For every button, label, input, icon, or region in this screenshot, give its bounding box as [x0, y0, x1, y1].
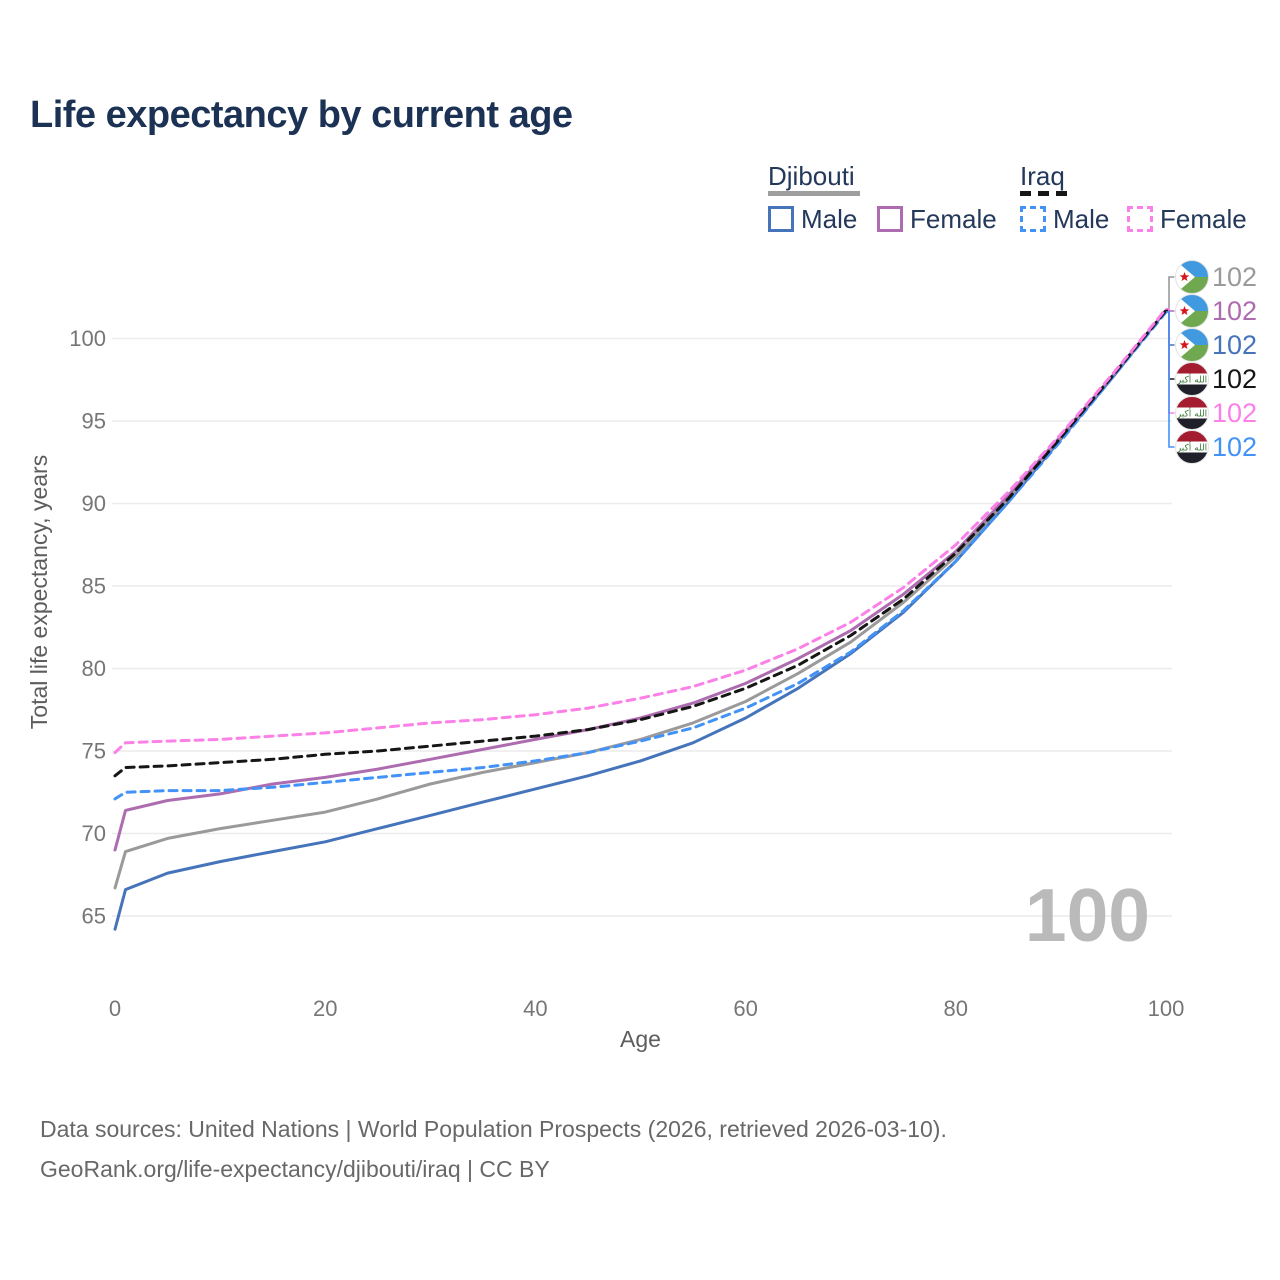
x-tick-100: 100: [1148, 996, 1185, 1021]
footer-attribution: GeoRank.org/life-expectancy/djibouti/ira…: [40, 1156, 550, 1182]
flag-ring: [1175, 294, 1209, 328]
svg-text:الله أكبر: الله أكبر: [1176, 374, 1207, 386]
legend-swatch-iraq-female[interactable]: [1127, 206, 1153, 232]
series-line-iraq-male: [113, 310, 1168, 801]
x-tick-40: 40: [523, 996, 547, 1021]
end-label-value-djibouti-female: 102: [1212, 296, 1257, 326]
djibouti-flag-icon: [1175, 294, 1209, 328]
legend-swatch-djibouti-female[interactable]: [877, 206, 903, 232]
x-tick-0: 0: [109, 996, 121, 1021]
end-label-connector-djibouti-male: [1166, 309, 1175, 346]
y-tick-70: 70: [82, 821, 106, 846]
flag-ring: [1175, 260, 1209, 294]
y-axis-title: Total life expectancy, years: [26, 455, 52, 729]
x-tick-80: 80: [944, 996, 968, 1021]
legend-key-iraq-all[interactable]: [1020, 191, 1067, 196]
legend-swatch-iraq-male[interactable]: [1020, 206, 1046, 232]
footer-data-sources: Data sources: United Nations | World Pop…: [40, 1116, 947, 1142]
y-tick-90: 90: [82, 491, 106, 516]
end-label-value-iraq-male: 102: [1212, 432, 1257, 462]
end-label-connector-djibouti-all: [1166, 276, 1175, 312]
flag-ring: [1175, 396, 1209, 430]
series-line-djibouti-female: [113, 308, 1168, 852]
end-label-connector-iraq-male: [1166, 311, 1175, 448]
legend-swatch-djibouti-male[interactable]: [768, 206, 794, 232]
svg-text:الله أكبر: الله أكبر: [1176, 442, 1207, 454]
iraq-flag-icon: الله أكبر: [1175, 396, 1209, 430]
flag-ring: [1175, 328, 1209, 362]
djibouti-flag-icon: [1175, 328, 1209, 362]
page-title: Life expectancy by current age: [30, 94, 573, 136]
legend-label-iraq-female[interactable]: Female: [1160, 204, 1247, 234]
legend-group-iraq-label[interactable]: Iraq: [1020, 161, 1065, 191]
end-label-value-djibouti-all: 102: [1212, 262, 1257, 292]
iraq-flag-icon: الله أكبر: [1175, 430, 1209, 464]
end-label-value-iraq-all: 102: [1212, 364, 1257, 394]
y-tick-100: 100: [69, 326, 106, 351]
y-tick-65: 65: [82, 904, 106, 929]
end-label-value-djibouti-male: 102: [1212, 330, 1257, 360]
legend-group-djibouti-label[interactable]: Djibouti: [768, 161, 855, 191]
series-line-djibouti-all: [113, 308, 1168, 890]
legend-label-iraq-male[interactable]: Male: [1053, 204, 1110, 234]
y-tick-80: 80: [82, 656, 106, 681]
y-tick-75: 75: [82, 739, 106, 764]
series-line-djibouti-male: [113, 308, 1168, 931]
y-tick-95: 95: [82, 409, 106, 434]
series-line-iraq-female: [113, 307, 1168, 755]
series-line-iraq-all: [113, 308, 1168, 778]
iraq-flag-icon: الله أكبر: [1175, 362, 1209, 396]
footer: Data sources: United Nations | World Pop…: [40, 1109, 947, 1189]
x-axis-title: Age: [620, 1026, 661, 1052]
flag-ring: [1175, 430, 1209, 464]
end-label-connector-iraq-female: [1166, 308, 1175, 414]
djibouti-flag-icon: [1175, 260, 1209, 294]
age-counter-watermark: 100: [1025, 873, 1150, 957]
legend-label-djibouti-male[interactable]: Male: [801, 204, 858, 234]
x-tick-60: 60: [733, 996, 757, 1021]
legend-key-djibouti-all[interactable]: [768, 191, 860, 196]
svg-text:الله أكبر: الله أكبر: [1176, 408, 1207, 420]
y-tick-85: 85: [82, 574, 106, 599]
flag-ring: [1175, 362, 1209, 396]
legend-label-djibouti-female[interactable]: Female: [910, 204, 997, 234]
x-tick-20: 20: [313, 996, 337, 1021]
end-label-value-iraq-female: 102: [1212, 398, 1257, 428]
